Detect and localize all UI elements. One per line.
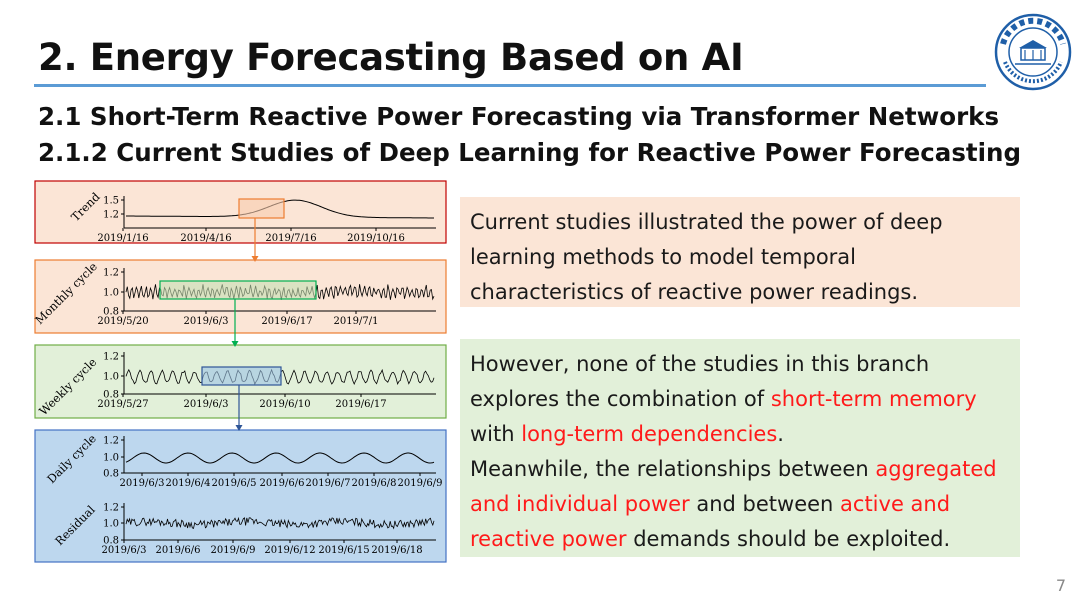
y-tick-label: 1.5 (103, 196, 119, 207)
university-seal-icon (994, 13, 1072, 91)
highlight-aggregated-individual: aggregated and individual power (470, 457, 997, 516)
monthly-highlight-box (159, 280, 317, 300)
gap-text-4: Meanwhile, the relationships between (470, 457, 876, 481)
x-tick-label: 2019/6/9 (398, 478, 443, 489)
gap-text-5: and between (689, 492, 841, 516)
y-tick-label: 1.2 (103, 268, 119, 279)
x-tick-label: 2019/6/7 (306, 478, 351, 489)
subsection-subtitle: 2.1.2 Current Studies of Deep Learning f… (38, 138, 1022, 167)
x-tick-label: 2019/6/17 (261, 316, 312, 327)
gap-text-2: with (470, 422, 522, 446)
residual-curve (125, 516, 435, 530)
panel-frame (34, 429, 447, 563)
trend-highlight-box (238, 198, 285, 219)
title-underline (34, 84, 986, 87)
x-tick-label: 2019/6/15 (318, 545, 369, 556)
y-tick-label: 0.8 (103, 536, 119, 547)
x-tick-label: 2019/6/6 (260, 478, 305, 489)
x-tick-label: 2019/1/16 (97, 233, 148, 244)
y-tick-label: 1.2 (103, 436, 119, 447)
y-tick-label: 0.8 (103, 390, 119, 401)
gap-box: However, none of the studies in this bra… (460, 339, 1020, 557)
x-tick-label: 2019/5/20 (97, 316, 148, 327)
y-tick-label: 1.0 (103, 372, 119, 383)
x-tick-label: 2019/6/5 (212, 478, 257, 489)
x-tick-label: 2019/6/3 (184, 316, 229, 327)
y-tick-label: 1.2 (103, 352, 119, 363)
x-tick-label: 2019/6/10 (259, 399, 310, 410)
y-tick-label: 1.0 (103, 519, 119, 530)
connector-arrow-monthly-head (231, 341, 239, 347)
summary-box: Current studies illustrated the power of… (460, 197, 1020, 307)
daily-curve (125, 452, 435, 464)
highlight-active-reactive: active and reactive power (470, 492, 951, 551)
gap-text-1: However, none of the studies in this bra… (470, 352, 930, 411)
connector-arrow-weekly-head (235, 425, 243, 431)
x-tick-label: 2019/6/9 (211, 545, 256, 556)
gap-text-3: . (777, 422, 784, 446)
y-tick-label: 1.0 (103, 288, 119, 299)
x-tick-label: 2019/6/6 (156, 545, 201, 556)
connector-arrow-trend-head (251, 256, 259, 262)
x-tick-label: 2019/7/16 (265, 233, 316, 244)
x-tick-label: 2019/7/1 (334, 316, 379, 327)
gap-text-6: demands should be exploited. (626, 527, 951, 551)
x-tick-label: 2019/6/3 (120, 478, 165, 489)
slide-title: 2. Energy Forecasting Based on AI (38, 36, 744, 79)
y-tick-label: 0.8 (103, 469, 119, 480)
weekly-highlight-box (201, 366, 282, 386)
x-tick-label: 2019/6/18 (371, 545, 422, 556)
x-tick-label: 2019/4/16 (180, 233, 231, 244)
highlight-short-term-memory: short-term memory (770, 387, 977, 411)
y-tick-label: 1.0 (103, 453, 119, 464)
y-tick-label: 0.8 (103, 307, 119, 318)
y-tick-label: 1.2 (103, 503, 119, 514)
x-tick-label: 2019/10/16 (347, 233, 405, 244)
summary-text: Current studies illustrated the power of… (470, 210, 943, 304)
x-tick-label: 2019/6/12 (264, 545, 315, 556)
x-tick-label: 2019/6/3 (102, 545, 147, 556)
x-tick-label: 2019/6/4 (166, 478, 211, 489)
x-tick-label: 2019/5/27 (97, 399, 148, 410)
page-number: 7 (1055, 576, 1066, 595)
y-tick-label: 1.2 (103, 210, 119, 221)
x-tick-label: 2019/6/17 (335, 399, 386, 410)
highlight-long-term-dependencies: long-term dependencies (521, 422, 778, 446)
section-subtitle: 2.1 Short-Term Reactive Power Forecastin… (38, 102, 1000, 131)
x-tick-label: 2019/6/3 (184, 399, 229, 410)
x-tick-label: 2019/6/8 (352, 478, 397, 489)
